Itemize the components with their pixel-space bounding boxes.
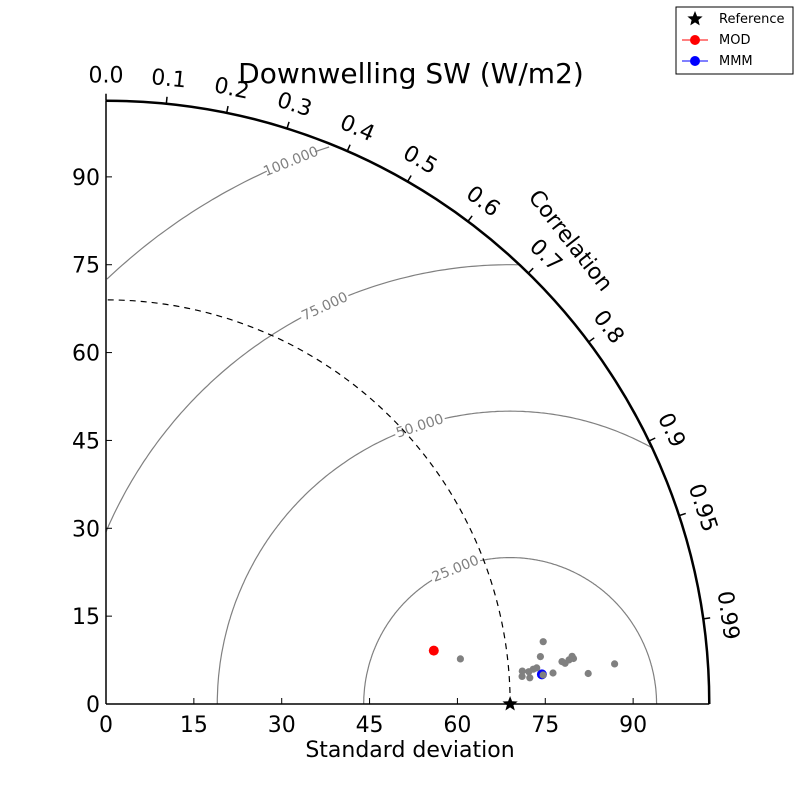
model-point [518, 667, 526, 675]
legend: Reference MOD MMM [675, 6, 794, 75]
y-tick-label: 60 [72, 342, 100, 367]
corr-tick-mark [165, 96, 168, 104]
rms-label-bg [263, 142, 318, 178]
model-point [526, 674, 534, 682]
rms-contour-50 [216, 410, 653, 704]
model-points [428, 638, 619, 711]
corr-tick-mark [527, 267, 534, 274]
y-tick-label: 75 [72, 254, 100, 279]
outer-arc [105, 99, 711, 705]
rms-contour-label: 75.000 [299, 289, 350, 324]
corr-tick-label: 0.1 [150, 65, 187, 93]
corr-tick-label: 0.3 [274, 88, 315, 122]
x-tick-label: 60 [443, 713, 471, 738]
corr-tick-label: 0.99 [712, 589, 744, 641]
model-point [569, 654, 578, 663]
y-tick-label: 90 [72, 166, 100, 191]
corr-tick-mark [678, 512, 686, 517]
y-tick-label: 45 [72, 429, 100, 454]
corr-tick-mark [225, 105, 229, 114]
rms-label-bg [297, 286, 352, 324]
correlation-labels: 0.0 0.1 0.2 0.30.40.50.60.70.80.90.950.99 [89, 64, 744, 642]
corr-tick-label: 0.95 [683, 481, 722, 535]
legend-reference-star-icon [687, 11, 703, 26]
corr-tick-mark [406, 175, 412, 182]
legend-label-mod: MOD [719, 33, 750, 48]
model-point [518, 672, 526, 681]
corr-tick-mark [588, 337, 595, 343]
reference-std-arc [105, 299, 511, 705]
model-point [549, 669, 557, 677]
y-tick-label: 0 [86, 693, 100, 718]
model-point [536, 653, 545, 661]
x-tick-label: 75 [531, 713, 559, 738]
corr-tick-mark [346, 144, 351, 152]
y-tick-label: 30 [72, 517, 100, 542]
corr-tick-mark [467, 215, 473, 222]
model-point [539, 671, 547, 679]
corr-tick-mark [286, 121, 290, 129]
rms-contour-label: 25.000 [430, 553, 481, 586]
legend-label-reference: Reference [719, 12, 784, 27]
corr-tick-label: 0.5 [398, 141, 441, 180]
model-point [539, 638, 547, 646]
legend-mmm-marker-icon [690, 56, 700, 66]
legend-mod-marker-icon [690, 35, 700, 45]
model-point [584, 669, 592, 678]
mod-point [428, 645, 439, 656]
chart-title: Downwelling SW (W/m2) [238, 57, 584, 90]
rms-contour-label: 50.000 [394, 411, 446, 441]
x-tick-label: 0 [99, 713, 113, 738]
corr-tick-label: 0.4 [336, 110, 378, 147]
model-point [456, 655, 464, 663]
reference-std-arc-path [105, 299, 511, 705]
x-tick-label: 30 [268, 713, 296, 738]
x-tick-label: 90 [619, 713, 647, 738]
corr-tick-label: 0.0 [89, 64, 124, 89]
legend-label-mmm: MMM [719, 54, 753, 69]
rms-contour-25 [363, 556, 658, 704]
diagram-frame [105, 99, 711, 705]
rms-contour-label: 100.000 [261, 144, 321, 181]
reference-star-icon [502, 696, 518, 711]
corr-tick-label: 0.6 [461, 181, 504, 222]
axis-ticks: 00 15 15 30 30 45 45 60 60 75 75 90 90 [72, 166, 647, 738]
y-tick-label: 15 [72, 605, 100, 630]
x-axis-label: Standard deviation [305, 738, 514, 763]
corr-tick-label: 0.9 [652, 409, 690, 451]
corr-tick-mark [648, 437, 656, 442]
corr-tick-label: 0.8 [588, 306, 629, 349]
corr-tick-mark [703, 617, 711, 620]
model-point [525, 668, 533, 676]
x-tick-label: 15 [180, 713, 208, 738]
x-tick-label: 45 [356, 713, 384, 738]
rms-label-bg [427, 550, 483, 585]
model-point [611, 660, 619, 668]
model-point [533, 664, 541, 672]
